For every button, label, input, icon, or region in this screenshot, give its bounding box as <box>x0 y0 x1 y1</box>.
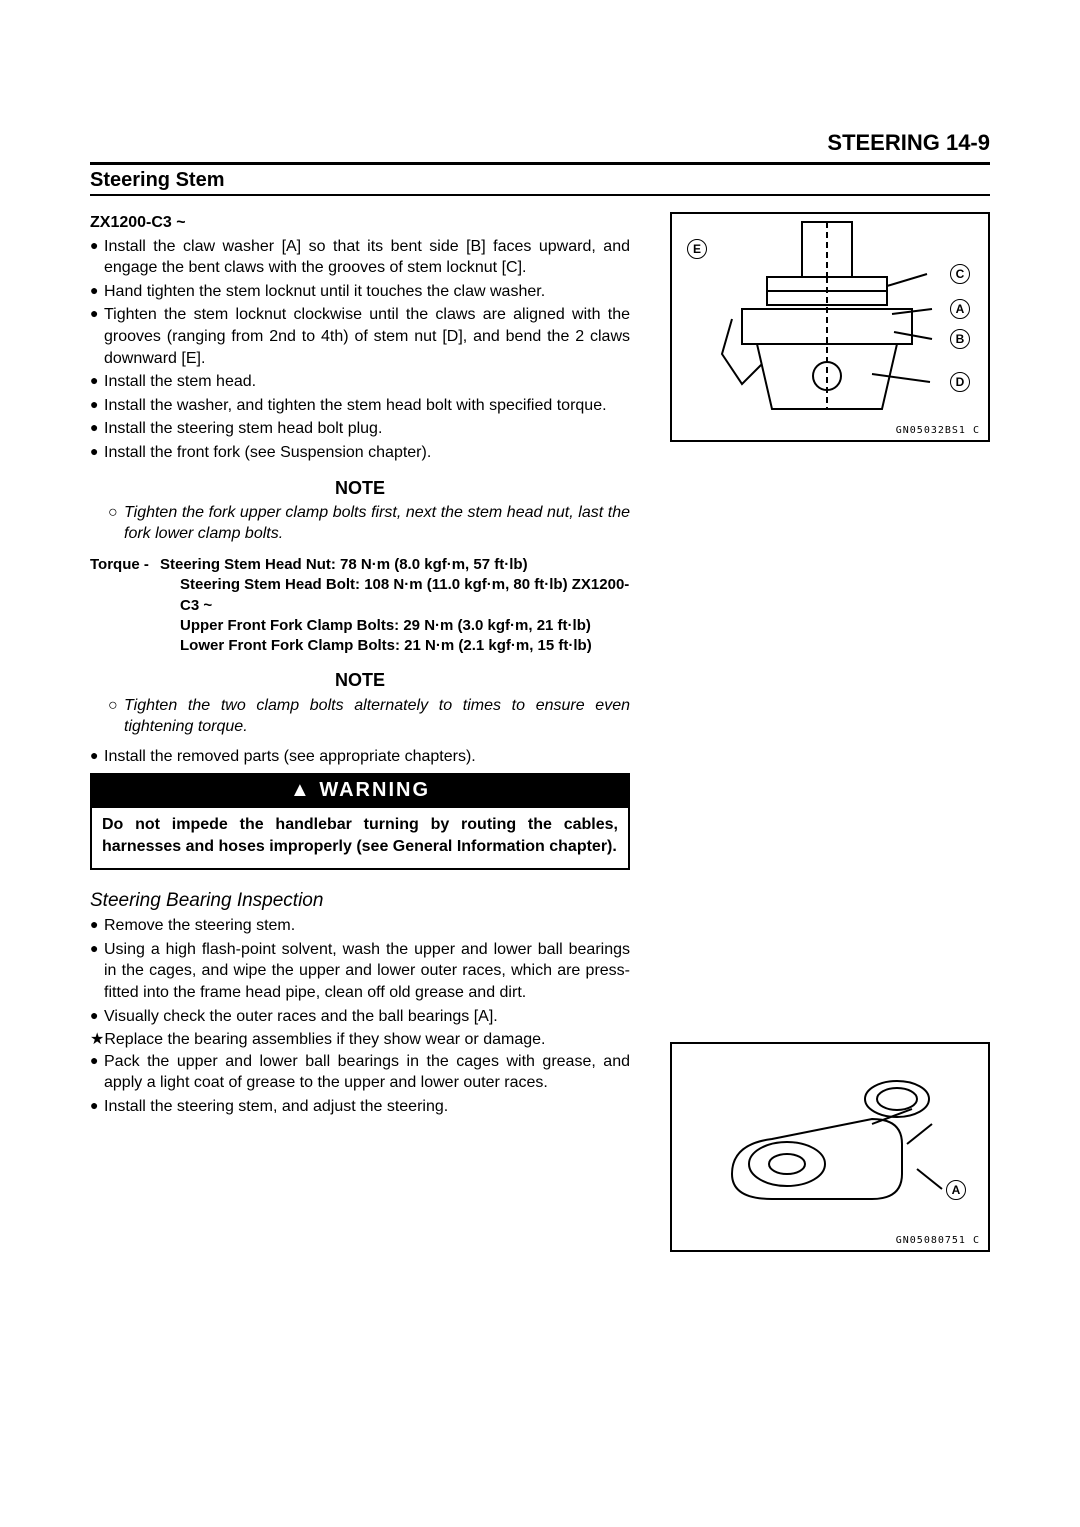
bullet-icon: ● <box>90 371 104 393</box>
stem-bullet: ●Install the front fork (see Suspension … <box>90 442 630 464</box>
torque-value: Upper Front Fork Clamp Bolts: 29 N·m (3.… <box>90 616 630 636</box>
stem-bullet: ●Tighten the stem locknut clockwise unti… <box>90 304 630 369</box>
note-item: ○Tighten the two clamp bolts alternately… <box>90 695 630 738</box>
model-label: ZX1200-C3 ~ <box>90 212 630 234</box>
bullet-icon: ● <box>90 442 104 464</box>
bullet-icon: ● <box>90 418 104 440</box>
warning-label: WARNING <box>319 779 430 801</box>
bullet-icon: ● <box>90 281 104 303</box>
stem-bullet: ●Hand tighten the stem locknut until it … <box>90 281 630 303</box>
section-title: Steering Stem <box>90 169 990 196</box>
left-column: ZX1200-C3 ~ ●Install the claw washer [A]… <box>90 212 630 1252</box>
bullet-icon: ● <box>90 746 104 768</box>
bullet-icon: ● <box>90 939 104 1004</box>
torque-value: Steering Stem Head Bolt: 108 N·m (11.0 k… <box>90 575 630 616</box>
inspection-item: ●Pack the upper and lower ball bearings … <box>90 1051 630 1094</box>
torque-value: Lower Front Fork Clamp Bolts: 21 N·m (2.… <box>90 636 630 656</box>
bullet-icon: ● <box>90 236 104 279</box>
page-header: STEERING 14-9 <box>90 130 990 165</box>
star-icon: ★ <box>90 1029 104 1051</box>
bullet-text: Hand tighten the stem locknut until it t… <box>104 281 630 303</box>
bullet-text: Pack the upper and lower ball bearings i… <box>104 1051 630 1094</box>
right-column: E C A B D GN05032BS1 C A GN <box>650 212 990 1252</box>
bullet-text: Install the steering stem, and adjust th… <box>104 1096 630 1118</box>
stem-bullet: ●Install the washer, and tighten the ste… <box>90 395 630 417</box>
post-note-bullet: ●Install the removed parts (see appropri… <box>90 746 630 768</box>
figure-bearing-inspection: A GN05080751 C <box>670 1042 990 1252</box>
note-heading: NOTE <box>90 668 630 692</box>
figure-caption: GN05032BS1 C <box>896 425 980 436</box>
bullet-text: Install the stem head. <box>104 371 630 393</box>
bullet-icon: ● <box>90 304 104 369</box>
bullet-icon: ● <box>90 1006 104 1028</box>
stem-bullet: ●Install the claw washer [A] so that its… <box>90 236 630 279</box>
torque-line: Torque - Steering Stem Head Nut: 78 N·m … <box>90 555 630 575</box>
bullet-text: Tighten the stem locknut clockwise until… <box>104 304 630 369</box>
bullet-text: Using a high flash-point solvent, wash t… <box>104 939 630 1004</box>
content-columns: ZX1200-C3 ~ ●Install the claw washer [A]… <box>90 212 990 1252</box>
subheading: Steering Bearing Inspection <box>90 888 630 914</box>
bullet-text: Remove the steering stem. <box>104 915 630 937</box>
warning-box: Do not impede the handlebar turning by r… <box>90 808 630 869</box>
bearing-svg-icon <box>672 1044 992 1254</box>
circle-icon: ○ <box>108 695 124 738</box>
inspection-item: ●Install the steering stem, and adjust t… <box>90 1096 630 1118</box>
bullet-text: Visually check the outer races and the b… <box>104 1006 630 1028</box>
warning-triangle-icon: ▲ <box>290 779 312 801</box>
stem-assembly-svg-icon <box>672 214 992 444</box>
callout-c: C <box>950 264 970 284</box>
note-heading: NOTE <box>90 476 630 500</box>
callout-e: E <box>687 239 707 259</box>
bullet-text: Replace the bearing assemblies if they s… <box>104 1029 630 1051</box>
bullet-text: Install the removed parts (see appropria… <box>104 746 630 768</box>
bullet-icon: ● <box>90 1096 104 1118</box>
callout-d: D <box>950 372 970 392</box>
inspection-item: ●Visually check the outer races and the … <box>90 1006 630 1028</box>
bullet-icon: ● <box>90 915 104 937</box>
torque-label: Torque - <box>90 555 160 575</box>
inspection-item: ●Using a high flash-point solvent, wash … <box>90 939 630 1004</box>
warning-banner: ▲ WARNING <box>90 773 630 808</box>
bullet-icon: ● <box>90 395 104 417</box>
inspection-item: ★Replace the bearing assemblies if they … <box>90 1029 630 1051</box>
callout-a: A <box>950 299 970 319</box>
bullet-text: Install the washer, and tighten the stem… <box>104 395 630 417</box>
stem-bullet: ●Install the steering stem head bolt plu… <box>90 418 630 440</box>
bullet-text: Install the steering stem head bolt plug… <box>104 418 630 440</box>
note-item: ○Tighten the fork upper clamp bolts firs… <box>90 502 630 545</box>
note-text: Tighten the fork upper clamp bolts first… <box>124 502 630 545</box>
bullet-text: Install the front fork (see Suspension c… <box>104 442 630 464</box>
torque-block: Torque - Steering Stem Head Nut: 78 N·m … <box>90 555 630 656</box>
callout-a: A <box>946 1180 966 1200</box>
torque-value: Steering Stem Head Nut: 78 N·m (8.0 kgf·… <box>160 555 630 575</box>
inspection-item: ●Remove the steering stem. <box>90 915 630 937</box>
figure-stem-assembly: E C A B D GN05032BS1 C <box>670 212 990 442</box>
stem-bullet: ●Install the stem head. <box>90 371 630 393</box>
callout-b: B <box>950 329 970 349</box>
bullet-icon: ● <box>90 1051 104 1094</box>
circle-icon: ○ <box>108 502 124 545</box>
note-text: Tighten the two clamp bolts alternately … <box>124 695 630 738</box>
figure-caption: GN05080751 C <box>896 1235 980 1246</box>
bullet-text: Install the claw washer [A] so that its … <box>104 236 630 279</box>
